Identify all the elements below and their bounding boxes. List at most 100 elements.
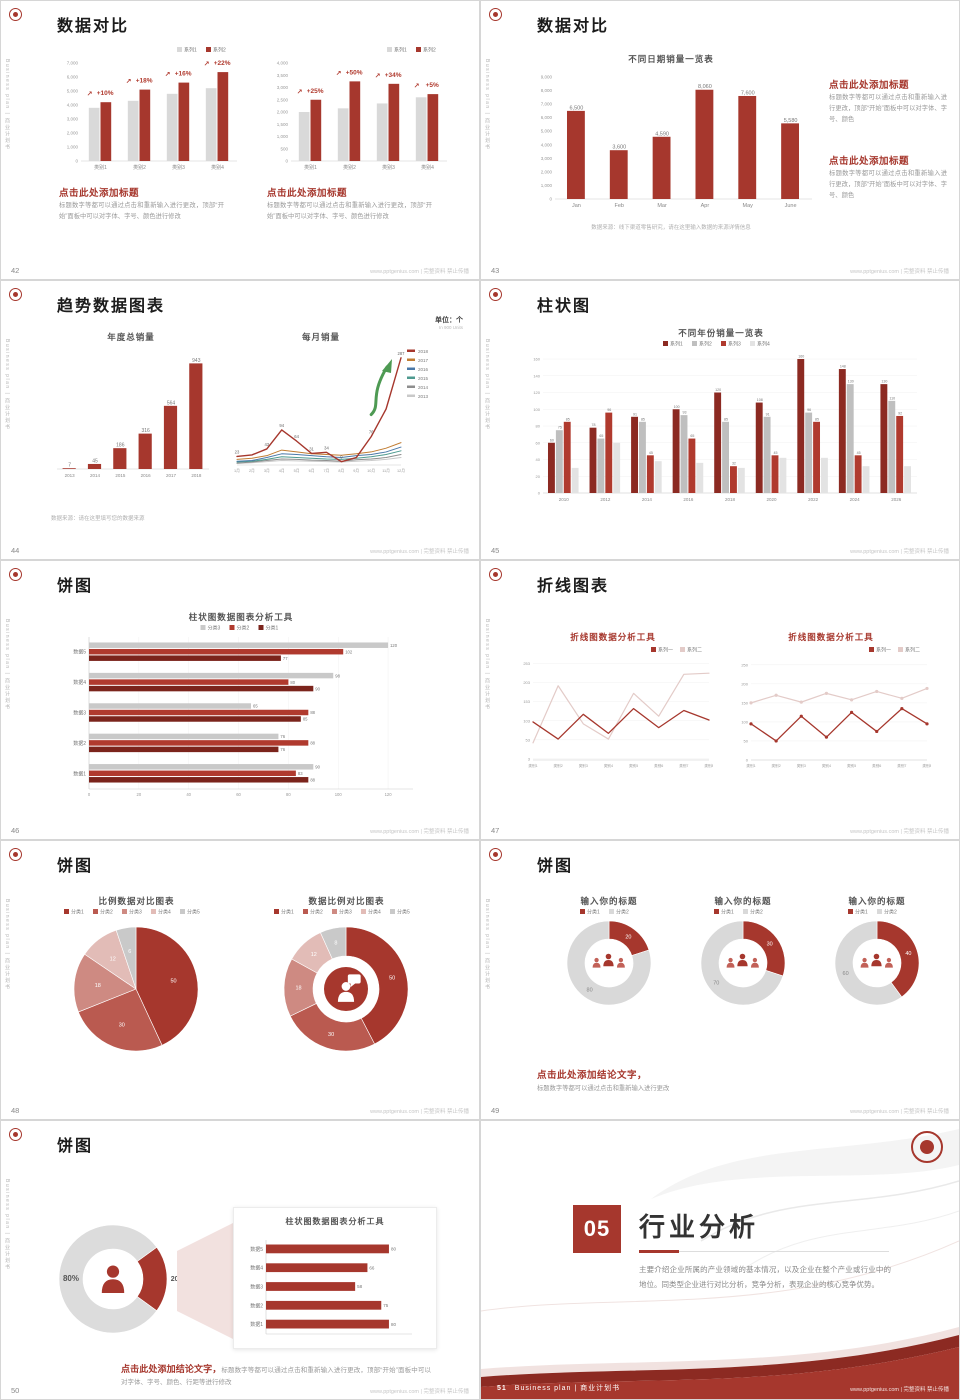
svg-text:0: 0 [746, 758, 749, 763]
slide-48-pie-charts: Business plan | 商业计划书 饼图 48 www.pptgenius.c… [1, 841, 479, 1119]
svg-text:8月: 8月 [338, 468, 344, 473]
svg-text:5,000: 5,000 [541, 129, 553, 134]
data-source-note: 数据来源：线下渠道零售研究，请在这里输入数据的来源详情信息 [591, 225, 751, 231]
svg-text:9,000: 9,000 [541, 75, 553, 80]
slide-title: 趋势数据图表 [57, 298, 166, 315]
donut-chart-2: 分类1 分类2 30 70 [683, 907, 803, 1016]
slide-44-trend-charts: Business plan | 商业计划书 趋势数据图表 44 www.pptgeni… [1, 281, 479, 559]
conclusion-text: 点击此处添加结论文字，标题数字等都可以通过点击和重新输入进行更改，顶部“开始”面… [121, 1361, 431, 1389]
svg-text:91: 91 [766, 412, 770, 416]
logo-seal-icon [9, 568, 22, 581]
svg-text:98: 98 [335, 673, 340, 678]
svg-text:+5%: +5% [426, 82, 439, 89]
people-icon [725, 950, 761, 976]
svg-text:65: 65 [599, 434, 603, 438]
svg-text:6,000: 6,000 [541, 115, 553, 120]
svg-text:5,580: 5,580 [784, 118, 798, 124]
slide-title: 柱状图 [537, 298, 592, 315]
svg-text:类别2: 类别2 [554, 763, 563, 768]
svg-text:92: 92 [898, 411, 902, 415]
slide-51-section-divider: 05 行业分析 主要介绍企业所属的产业领域的基本情况，以及企业在整个产业或行业中… [481, 1121, 959, 1399]
data-source-note: 数据来源：请在这里填写您的数据来源 [51, 516, 145, 522]
left-caption-body: 标题数字等都可以通过点击和重新输入进行更改，顶部“开始”面板中可以对字体、字号、… [59, 202, 224, 221]
funnel-shape [177, 1223, 233, 1339]
svg-text:20: 20 [536, 474, 541, 479]
slide-title: 折线图表 [537, 578, 610, 595]
svg-text:数据2: 数据2 [73, 740, 86, 747]
svg-text:1,000: 1,000 [67, 145, 79, 150]
svg-text:分类2: 分类2 [750, 909, 763, 916]
svg-text:60: 60 [236, 792, 241, 797]
svg-text:12: 12 [110, 956, 116, 962]
svg-text:253: 253 [523, 661, 530, 666]
page-number: 46 [11, 826, 20, 835]
svg-text:2,500: 2,500 [277, 97, 289, 102]
svg-text:50: 50 [744, 738, 749, 743]
svg-text:分类3: 分类3 [339, 909, 352, 916]
svg-text:类别8: 类别8 [704, 763, 713, 768]
side-brand-label: Business plan | 商业计划书 [4, 59, 10, 151]
svg-text:2015: 2015 [115, 473, 126, 478]
svg-text:类别3: 类别3 [579, 763, 588, 768]
svg-text:↗: ↗ [297, 89, 303, 96]
slide-47-line-charts: Business plan | 商业计划书 折线图表 47 www.pptgenius… [481, 561, 959, 839]
annual-chart-title: 年度总销量 [107, 332, 155, 342]
svg-text:6,000: 6,000 [67, 75, 79, 80]
footer-watermark: www.pptgenius.com | 完整资料 禁止传播 [850, 1109, 949, 1115]
svg-text:3,500: 3,500 [277, 73, 289, 78]
svg-text:类别8: 类别8 [922, 763, 931, 768]
donut-chart-3: 分类1 分类2 40 60 [817, 907, 937, 1016]
svg-text:3,000: 3,000 [67, 117, 79, 122]
svg-text:150: 150 [741, 700, 748, 705]
svg-text:类别1: 类别1 [94, 164, 107, 171]
svg-text:+10%: +10% [97, 90, 114, 97]
svg-text:5,000: 5,000 [67, 89, 79, 94]
svg-text:1,500: 1,500 [277, 122, 289, 127]
page-number: 51 [497, 1385, 507, 1392]
svg-text:2020: 2020 [767, 497, 778, 502]
logo-seal-icon [489, 288, 502, 301]
svg-text:分类2: 分类2 [884, 909, 897, 916]
svg-text:June: June [785, 203, 797, 209]
svg-text:分类5: 分类5 [397, 909, 410, 916]
monthly-sales-bar-chart: 0 1,000 2,000 3,000 4,000 5,000 6,000 7,000 8,00… [523, 63, 818, 218]
caption-title-1: 点击此处添加标题 [829, 80, 910, 91]
footer-watermark: www.pptgenius.com | 完整资料 禁止传播 [850, 1387, 949, 1393]
people-icon [591, 950, 627, 976]
svg-text:系列1: 系列1 [670, 341, 683, 348]
logo-seal-icon [9, 1128, 22, 1141]
svg-text:↗: ↗ [414, 83, 420, 90]
section-description: 主要介绍企业所属的产业领域的基本情况，以及企业在整个产业或行业中的地位。同类型企… [639, 1265, 891, 1289]
svg-text:1,000: 1,000 [277, 134, 289, 139]
svg-text:系列3: 系列3 [728, 341, 741, 348]
svg-text:120: 120 [390, 643, 398, 648]
logo-seal-icon [911, 1131, 943, 1163]
svg-text:6月: 6月 [309, 468, 315, 473]
svg-text:7月: 7月 [323, 468, 329, 473]
svg-text:Jan: Jan [572, 203, 581, 209]
svg-text:7,000: 7,000 [67, 61, 79, 66]
svg-text:+50%: +50% [346, 69, 363, 76]
svg-text:分类1: 分类1 [721, 909, 734, 916]
side-brand-label: Business plan | 商业计划书 [4, 899, 10, 991]
logo-seal-icon [9, 848, 22, 861]
donut-title-1: 输入你的标题 [580, 896, 638, 906]
percentage-donut-chart: 20%80% [41, 1213, 191, 1354]
svg-text:2月: 2月 [249, 468, 255, 473]
svg-text:80: 80 [286, 792, 291, 797]
svg-text:6,500: 6,500 [570, 105, 584, 111]
side-brand-label: Business plan | 商业计划书 [4, 339, 10, 431]
svg-text:2013: 2013 [418, 394, 429, 399]
slide-title: 饼图 [57, 1138, 94, 1155]
svg-text:类别3: 类别3 [172, 164, 185, 171]
svg-text:2014: 2014 [642, 497, 653, 502]
svg-text:85: 85 [566, 417, 570, 421]
monthly-chart-title: 每月销量 [301, 332, 340, 342]
svg-text:2013: 2013 [65, 473, 76, 478]
svg-text:203: 203 [523, 680, 530, 685]
svg-text:65: 65 [690, 434, 694, 438]
svg-text:系列二: 系列二 [905, 647, 920, 654]
page-number: 50 [11, 1386, 20, 1395]
slide-title: 饼图 [57, 858, 94, 875]
svg-text:类别4: 类别4 [211, 164, 224, 171]
